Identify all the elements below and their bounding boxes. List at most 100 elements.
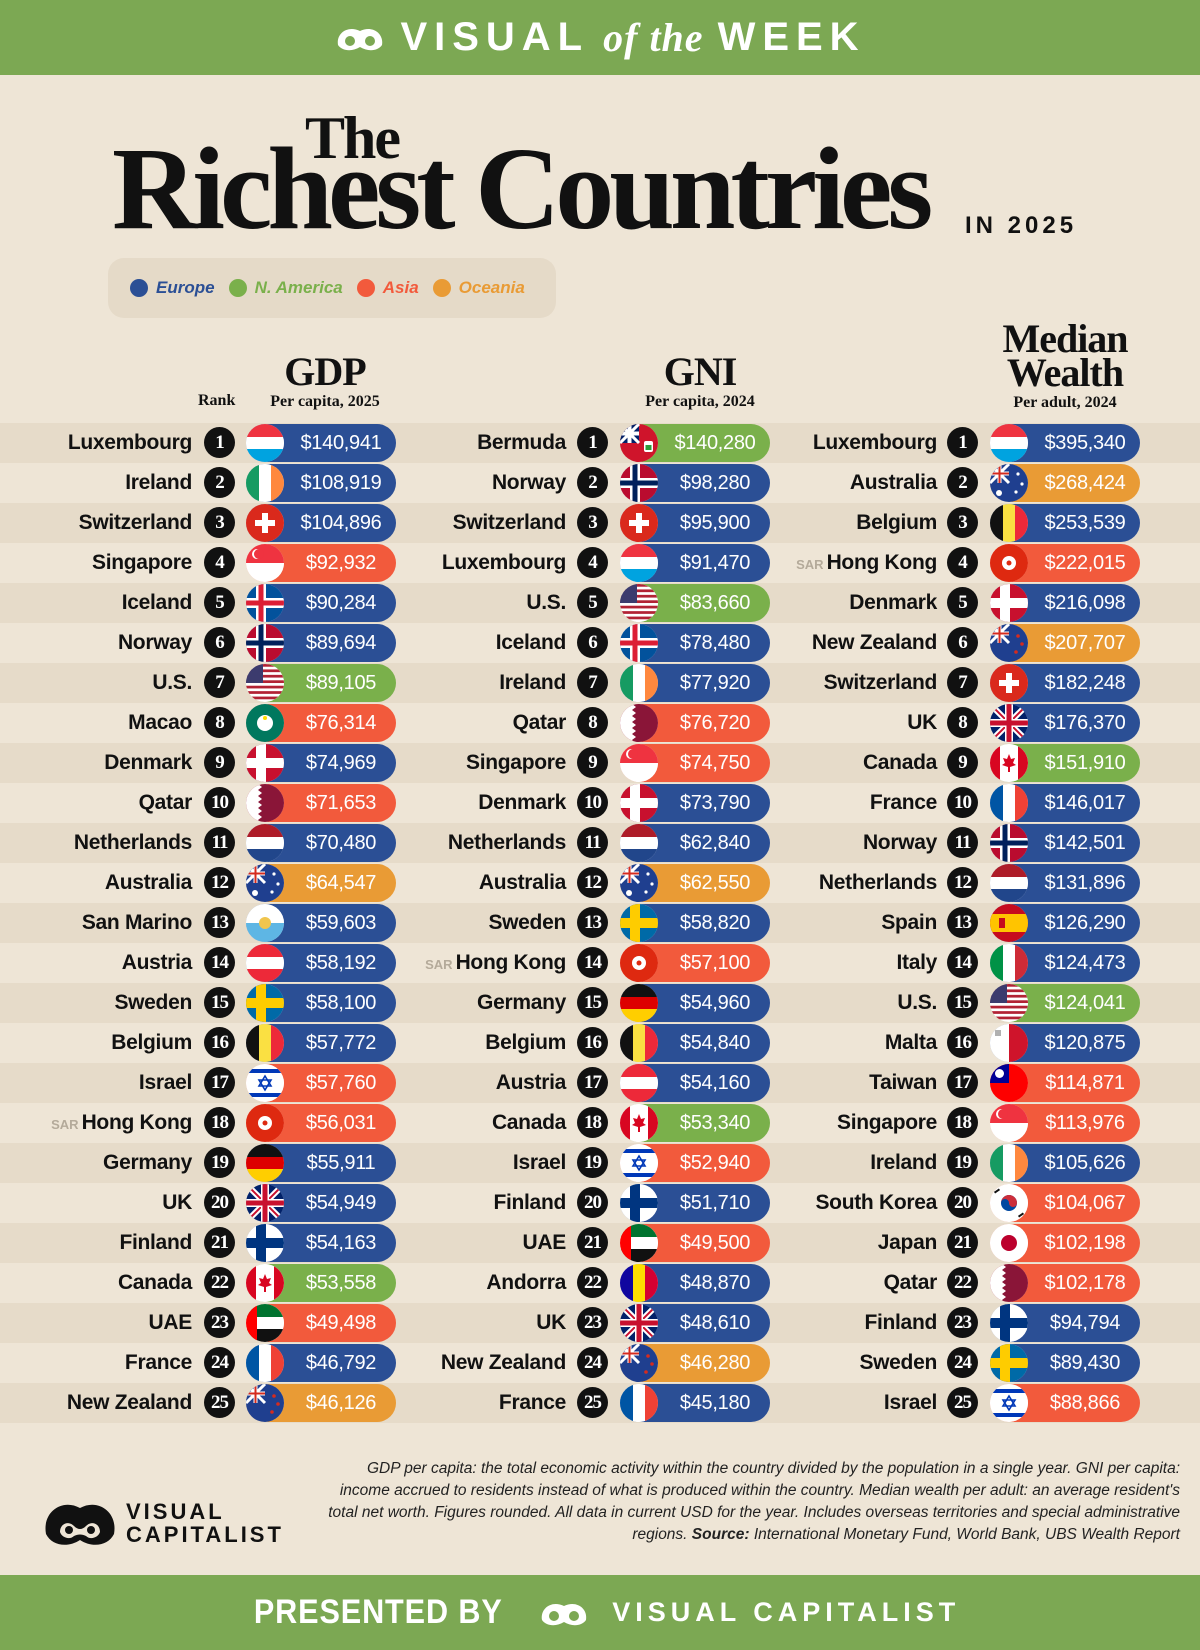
sweden-flag-icon (990, 1344, 1028, 1382)
country-name-cell: Qatar (884, 1263, 938, 1303)
value-text: $74,750 (679, 752, 751, 774)
value-text: $105,626 (1044, 1152, 1126, 1174)
iceland-flag-icon (620, 624, 658, 662)
country-name: Finland (864, 1311, 937, 1334)
value-text: $91,470 (679, 552, 751, 574)
value-pill: $124,473 (990, 944, 1140, 982)
value-pill: $83,660 (620, 584, 770, 622)
country-label: Ireland (0, 663, 566, 703)
rank-badge: 14 (947, 947, 978, 978)
country-name-cell: Ireland (499, 663, 566, 703)
country-name: New Zealand (811, 631, 937, 654)
rank-badge: 15 (577, 987, 608, 1018)
value-pill: $74,750 (620, 744, 770, 782)
country-label: Switzerland (0, 663, 938, 703)
rank-badge: 22 (204, 1267, 235, 1298)
country-name-cell: Sweden (859, 1343, 937, 1383)
value-text: $114,871 (1045, 1072, 1125, 1094)
country-name: UAE (148, 1311, 193, 1334)
country-name: Sweden (488, 911, 566, 934)
country-label: San Marino (0, 903, 192, 943)
visual-capitalist-brand: VISUAL CAPITALIST (42, 1494, 284, 1552)
country-name-cell: Denmark (849, 583, 937, 623)
rank-badge: 10 (947, 787, 978, 818)
country-label: Qatar (0, 703, 567, 743)
country-name-cell: New Zealand (812, 623, 937, 663)
rank-badge: 17 (577, 1067, 608, 1098)
uk-flag-icon (990, 704, 1028, 742)
country-name-cell: Taiwan (869, 1063, 937, 1103)
country-name-cell: Malta (885, 1023, 937, 1063)
sweden-flag-icon (620, 904, 658, 942)
value-text: $52,940 (679, 1152, 751, 1174)
country-name-cell: Netherlands (448, 823, 566, 863)
value-text: $74,969 (305, 752, 377, 774)
value-text: $53,340 (679, 1112, 751, 1134)
country-name: UK (162, 1191, 192, 1214)
rank-badge: 21 (577, 1227, 608, 1258)
country-label: Netherlands (0, 863, 937, 903)
rank-badge: 14 (204, 947, 235, 978)
value-text: $54,163 (305, 1232, 377, 1254)
country-label: UK (0, 703, 937, 743)
rank-badge: 18 (204, 1107, 235, 1138)
value-pill: $89,694 (246, 624, 396, 662)
legend-dot-icon (130, 279, 148, 297)
country-name-cell: France (870, 783, 937, 823)
country-label: Canada (0, 1263, 192, 1303)
country-label: Andorra (0, 1263, 566, 1303)
country-name: San Marino (81, 911, 192, 934)
value-pill: $395,340 (990, 424, 1140, 462)
value-pill: $64,547 (246, 864, 396, 902)
value-pill: $140,941 (246, 424, 396, 462)
value-text: $54,840 (679, 1032, 751, 1054)
country-name: Norway (491, 471, 566, 494)
rank-badge: 11 (204, 827, 235, 858)
value-pill: $182,248 (990, 664, 1140, 702)
country-label: Japan (0, 1223, 938, 1263)
rank-badge: 25 (204, 1387, 235, 1418)
sweden-flag-icon (246, 984, 284, 1022)
uae-flag-icon (620, 1224, 658, 1262)
netherlands-flag-icon (620, 824, 658, 862)
gni-header: GNI Per capita, 2024 (605, 352, 795, 411)
value-pill: $176,370 (990, 704, 1140, 742)
legend-item: Europe (130, 278, 215, 298)
country-name: Norway (862, 831, 937, 854)
country-name: Canada (117, 1271, 192, 1294)
value-text: $102,178 (1044, 1272, 1126, 1294)
value-text: $108,919 (300, 472, 382, 494)
value-text: $92,932 (305, 552, 377, 574)
rank-badge: 8 (204, 707, 235, 738)
country-name: Canada (491, 1111, 566, 1134)
legend-label: Asia (382, 278, 419, 297)
rank-badge: 8 (947, 707, 978, 738)
netherlands-flag-icon (990, 864, 1028, 902)
rank-badge: 17 (204, 1067, 235, 1098)
bottom-banner: PRESENTED BY VISUAL CAPITALIST (0, 1575, 1200, 1650)
belgium-flag-icon (620, 1024, 658, 1062)
hongkong-flag-icon (246, 1104, 284, 1142)
country-label: UAE (0, 1303, 193, 1343)
value-pill: $73,790 (620, 784, 770, 822)
macao-flag-icon (246, 704, 284, 742)
country-name: France (869, 791, 937, 814)
footnote-source-label: Source: (691, 1526, 750, 1543)
country-name-cell: Australia (105, 863, 192, 903)
country-name-cell: Netherlands (74, 823, 192, 863)
country-name-cell: UAE (148, 1303, 193, 1343)
country-label: UAE (0, 1223, 567, 1263)
value-text: $90,284 (305, 592, 377, 614)
value-pill: $216,098 (990, 584, 1140, 622)
value-pill: $105,626 (990, 1144, 1140, 1182)
france-flag-icon (620, 1384, 658, 1422)
wealth-header: Median Wealth Per adult, 2024 (980, 319, 1150, 412)
brand-wordmark: VISUAL CAPITALIST (126, 1500, 284, 1546)
country-name: Switzerland (452, 511, 567, 534)
australia-flag-icon (620, 864, 658, 902)
italy-flag-icon (990, 944, 1028, 982)
netherlands-flag-icon (246, 824, 284, 862)
footer-brand-name: VISUAL CAPITALIST (612, 1597, 961, 1627)
rank-badge: 21 (947, 1227, 978, 1258)
country-name: Switzerland (78, 511, 193, 534)
